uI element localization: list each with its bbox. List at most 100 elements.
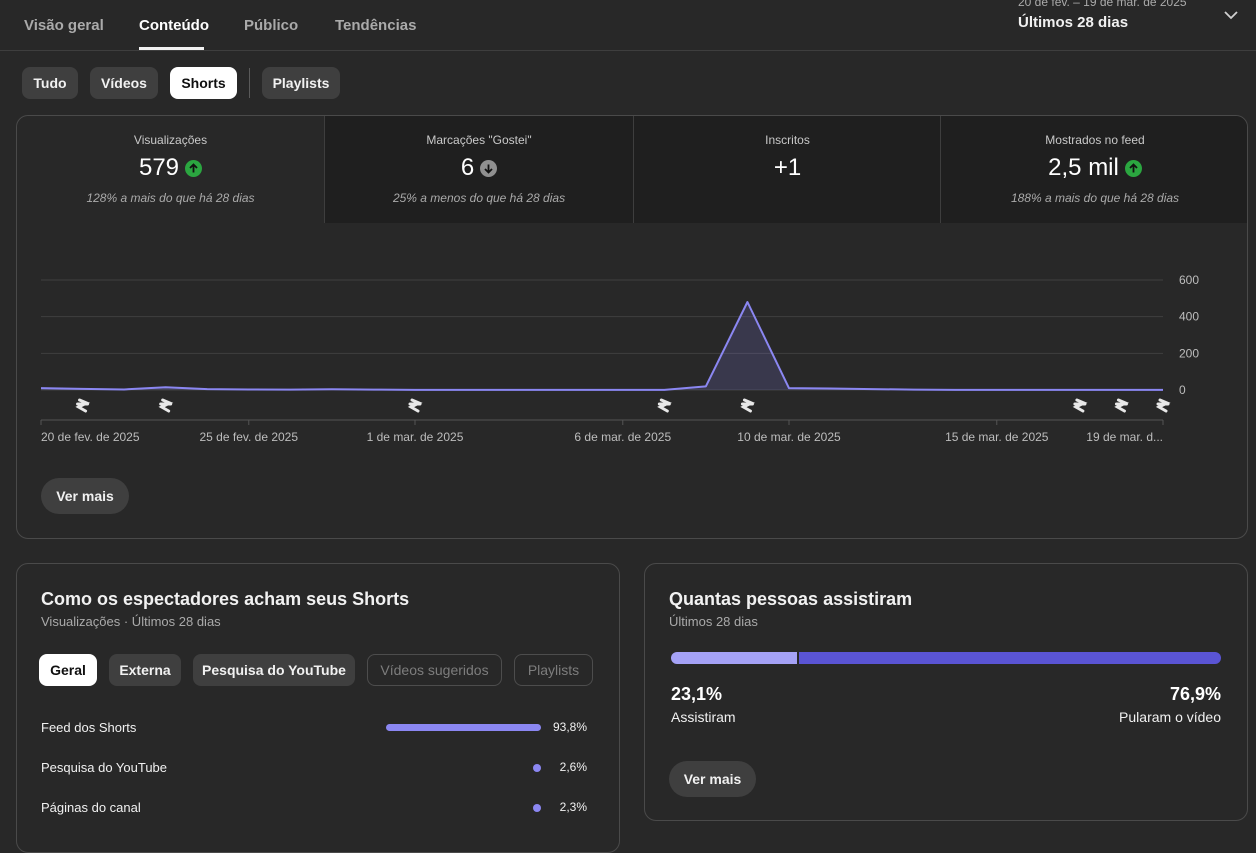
data-point [538, 388, 542, 392]
data-point [1036, 388, 1040, 392]
shorts-icon [158, 398, 174, 413]
data-point [288, 388, 292, 392]
data-point [164, 385, 168, 389]
y-tick-label: 0 [1179, 383, 1186, 397]
active-tab-indicator [139, 47, 204, 50]
metric-value: 6 [460, 154, 475, 181]
x-tick-label: 19 de mar. d... [1086, 430, 1163, 444]
viewed-subtitle: Últimos 28 dias [669, 614, 758, 629]
source-pct: 93,8% [552, 720, 587, 734]
metric-label: Mostrados no feed [1045, 133, 1145, 147]
swiped-pct: 76,9% [1169, 684, 1221, 704]
x-tick-label: 10 de mar. de 2025 [737, 430, 841, 444]
shorts-icon [1114, 398, 1130, 413]
filter-all[interactable]: Tudo [22, 67, 78, 99]
swiped-segment [799, 652, 1221, 664]
discovery-subtitle: Visualizações · Últimos 28 dias [41, 614, 221, 629]
x-tick-label: 6 de mar. de 2025 [574, 430, 671, 444]
metric-views[interactable]: Visualizações 579 128% a mais do que há … [17, 116, 325, 223]
metric-divider [633, 116, 634, 223]
data-point [704, 384, 708, 388]
data-point [39, 386, 43, 390]
data-point [1078, 388, 1082, 392]
discovery-card [16, 563, 620, 853]
metric-label: Inscritos [765, 133, 810, 147]
watched-label: Assistiram [671, 709, 736, 725]
filter-shorts[interactable]: Shorts [170, 67, 237, 99]
viewed-title: Quantas pessoas assistiram [669, 589, 913, 609]
data-point [247, 387, 251, 391]
swiped-label: Pularam o vídeo [1119, 709, 1221, 725]
data-point [81, 387, 85, 391]
see-more-button[interactable]: Ver mais [41, 478, 129, 514]
source-label: Feed dos Shorts [41, 720, 137, 735]
tab-overview[interactable]: Visão geral [24, 17, 104, 34]
metric-divider [940, 116, 941, 223]
overview-card: Visualizações 579 128% a mais do que há … [16, 115, 1248, 539]
filter-videos[interactable]: Vídeos [90, 67, 158, 99]
data-point [455, 388, 459, 392]
metric-likes[interactable]: Marcações "Gostei" 6 25% a menos do que … [325, 116, 633, 223]
date-range-text: 20 de fev. – 19 de mar. de 2025 [1018, 0, 1187, 9]
period-text: Últimos 28 dias [1018, 14, 1129, 31]
discovery-title: Como os espectadores acham seus Shorts [41, 589, 410, 609]
filter-playlists[interactable]: Playlists [262, 67, 340, 99]
source-chip-playlists[interactable]: Playlists [514, 654, 593, 686]
shorts-icon [1072, 398, 1088, 413]
data-point [953, 388, 957, 392]
metric-label: Marcações "Gostei" [426, 133, 532, 147]
data-point [995, 388, 999, 392]
metric-value: 579 [138, 154, 180, 181]
chevron-down-icon[interactable] [1223, 8, 1239, 22]
shorts-icon [1155, 398, 1171, 413]
see-more-button[interactable]: Ver mais [669, 761, 756, 797]
source-chip-external[interactable]: Externa [109, 654, 181, 686]
top-nav: Visão geral Conteúdo Público Tendências … [0, 0, 1256, 51]
data-point [122, 387, 126, 391]
tab-content[interactable]: Conteúdo [139, 17, 209, 34]
data-point [579, 388, 583, 392]
y-tick-label: 600 [1179, 273, 1199, 287]
data-point [496, 388, 500, 392]
views-chart[interactable]: 600 400 200 0 20 de fev. de 2025 25 de fev. d… [17, 256, 1248, 456]
x-tick-label: 25 de fev. de 2025 [200, 430, 299, 444]
shorts-icon [657, 398, 672, 413]
shorts-icon [75, 398, 91, 413]
source-label: Pesquisa do YouTube [41, 760, 168, 775]
metric-subscribers[interactable]: Inscritos +1 [634, 116, 941, 223]
data-point [205, 387, 209, 391]
shorts-icon [740, 398, 756, 413]
tab-audience[interactable]: Público [244, 17, 299, 34]
arrow-up-icon [185, 159, 203, 177]
arrow-down-icon [480, 159, 498, 177]
viewed-ratio-bar[interactable] [671, 652, 1221, 664]
series-area [41, 302, 1163, 390]
data-point [413, 388, 417, 392]
x-tick-label: 20 de fev. de 2025 [41, 430, 140, 444]
series-line [40, 301, 1163, 391]
data-point [912, 388, 916, 392]
chip-divider [249, 68, 250, 98]
data-point [1119, 388, 1123, 392]
source-pct: 2,6% [559, 760, 587, 774]
shorts-icon [407, 398, 423, 413]
metric-label: Visualizações [133, 133, 208, 147]
list-item: Feed dos Shorts 93,8% [41, 718, 601, 738]
source-pct: 2,3% [559, 800, 587, 814]
metric-value: 2,5 mil [1048, 154, 1119, 181]
data-point [870, 387, 874, 391]
tab-trends[interactable]: Tendências [335, 17, 417, 34]
watched-pct: 23,1% [671, 684, 723, 704]
source-bar [386, 724, 541, 731]
x-tick-label: 15 de mar. de 2025 [945, 430, 1049, 444]
source-dot [533, 764, 541, 772]
list-item: Páginas do canal 2,3% [41, 798, 601, 818]
source-chip-yt-search[interactable]: Pesquisa do YouTube [193, 654, 355, 686]
source-chip-suggested[interactable]: Vídeos sugeridos [367, 654, 502, 686]
data-point [787, 386, 791, 390]
arrow-up-icon [1124, 159, 1142, 177]
metric-impressions[interactable]: Mostrados no feed 2,5 mil 188% a mais do… [941, 116, 1247, 223]
source-chip-general[interactable]: Geral [39, 654, 97, 686]
data-point [745, 300, 749, 304]
y-tick-label: 400 [1179, 310, 1199, 324]
